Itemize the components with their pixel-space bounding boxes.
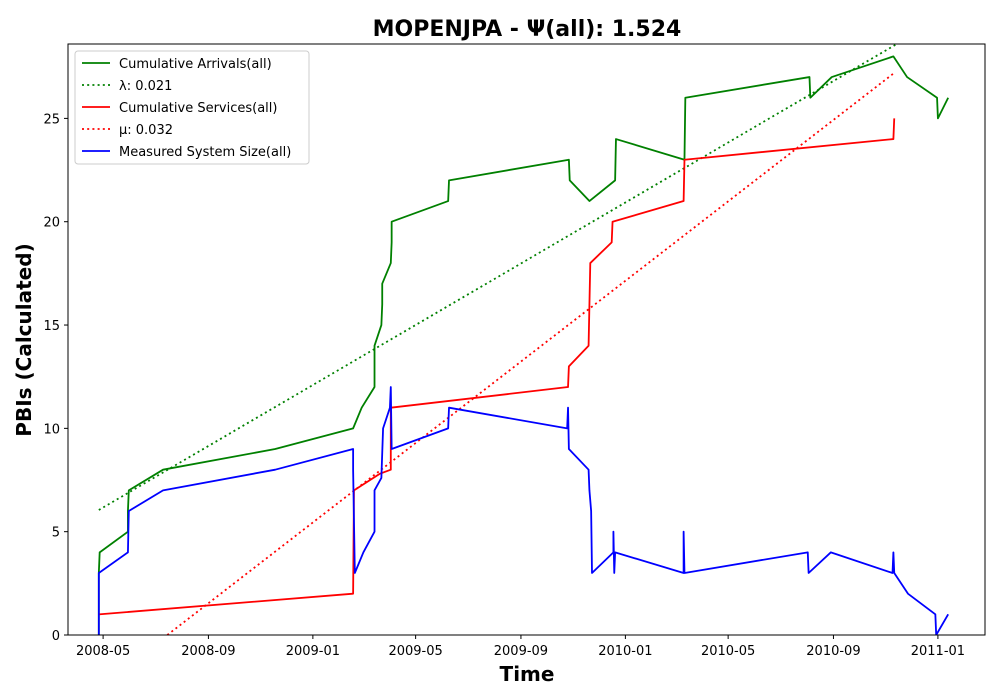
- series-line-4: [166, 72, 895, 635]
- legend-label: μ: 0.032: [119, 123, 173, 138]
- series-line-2: [98, 44, 898, 511]
- x-tick-label: 2009-09: [494, 644, 548, 659]
- x-axis-label: Time: [500, 662, 555, 686]
- series-line-5: [97, 386, 949, 635]
- y-tick-label: 5: [52, 526, 60, 541]
- legend-label: Cumulative Arrivals(all): [119, 57, 272, 72]
- x-tick-label: 2010-09: [806, 644, 860, 659]
- y-tick-label: 20: [43, 216, 60, 231]
- legend: Cumulative Arrivals(all) λ: 0.021 Cumulati…: [74, 50, 310, 165]
- x-tick-label: 2011-01: [911, 644, 965, 659]
- x-tick-label: 2008-09: [181, 644, 235, 659]
- x-tick-label: 2010-05: [701, 644, 755, 659]
- y-tick-label: 0: [52, 629, 60, 644]
- x-tick-label: 2008-05: [76, 644, 130, 659]
- series-line-3: [98, 118, 896, 616]
- x-tick-label: 2009-01: [286, 644, 340, 659]
- legend-label: Cumulative Services(all): [119, 101, 277, 116]
- y-axis: 0 5 10 15 20 25: [43, 112, 68, 644]
- series-line-1: [97, 55, 949, 635]
- legend-frame: [74, 50, 310, 165]
- legend-label: λ: 0.021: [119, 79, 172, 94]
- x-tick-label: 2010-01: [598, 644, 652, 659]
- x-tick-label: 2009-05: [388, 644, 442, 659]
- plot-frame: [67, 43, 986, 636]
- y-axis-label: PBIs (Calculated): [12, 243, 36, 436]
- y-tick-label: 15: [43, 319, 60, 334]
- chart-title: MOPENJPA - Ψ(all): 1.524: [373, 17, 682, 42]
- y-tick-label: 25: [43, 112, 60, 127]
- legend-label: Measured System Size(all): [119, 145, 291, 160]
- y-tick-label: 10: [43, 422, 60, 437]
- plot-area: [97, 44, 949, 635]
- x-axis: 2008-05 2008-09 2009-01 2009-05 2009-09 2010-…: [76, 635, 965, 659]
